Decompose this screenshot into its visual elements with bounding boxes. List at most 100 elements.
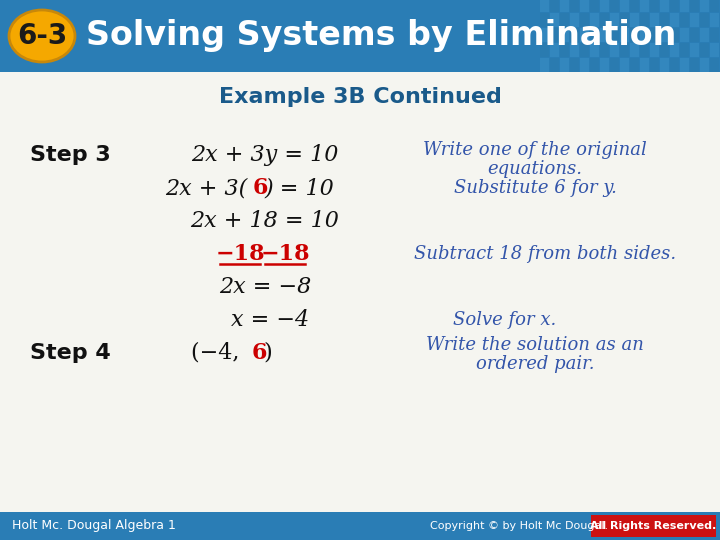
Text: Step 4: Step 4 — [30, 343, 111, 363]
Text: ): ) — [263, 342, 271, 364]
Text: 2x + 3(: 2x + 3( — [165, 177, 247, 199]
Text: −18: −18 — [215, 243, 265, 265]
Bar — [550, 13, 559, 27]
Text: 6: 6 — [252, 342, 268, 364]
Bar — [690, 28, 699, 42]
Bar — [610, 13, 619, 27]
Bar — [680, 28, 689, 42]
Text: Subtract 18 from both sides.: Subtract 18 from both sides. — [414, 245, 676, 263]
Bar — [710, 13, 719, 27]
Bar — [590, 0, 599, 12]
Text: Example 3B Continued: Example 3B Continued — [219, 87, 501, 107]
Text: ordered pair.: ordered pair. — [476, 355, 594, 373]
Bar — [660, 13, 669, 27]
Bar — [540, 28, 549, 42]
Bar — [600, 58, 609, 72]
Bar — [580, 58, 589, 72]
Bar — [690, 58, 699, 72]
Bar — [560, 13, 569, 27]
Bar — [700, 0, 709, 12]
Bar — [580, 13, 589, 27]
Bar — [570, 58, 579, 72]
Text: 6-3: 6-3 — [17, 22, 67, 50]
Bar — [620, 43, 629, 57]
Bar — [630, 28, 639, 42]
Bar — [570, 43, 579, 57]
Bar — [680, 58, 689, 72]
Bar — [540, 43, 549, 57]
Bar — [600, 28, 609, 42]
Bar — [560, 28, 569, 42]
Text: 2x + 18 = 10: 2x + 18 = 10 — [191, 210, 339, 232]
Text: ) = 10: ) = 10 — [264, 177, 334, 199]
Bar — [540, 13, 549, 27]
Text: (−4,: (−4, — [192, 342, 247, 364]
Bar — [650, 0, 659, 12]
Bar — [670, 43, 679, 57]
Bar — [700, 28, 709, 42]
Bar — [620, 58, 629, 72]
Bar — [670, 0, 679, 12]
Bar — [640, 13, 649, 27]
Text: Substitute 6 for y.: Substitute 6 for y. — [454, 179, 616, 197]
Bar — [630, 13, 639, 27]
Bar — [700, 43, 709, 57]
Text: Write one of the original: Write one of the original — [423, 141, 647, 159]
Bar — [690, 13, 699, 27]
Bar — [710, 58, 719, 72]
Bar — [660, 0, 669, 12]
Text: 2x + 3y = 10: 2x + 3y = 10 — [192, 144, 338, 166]
Bar — [680, 0, 689, 12]
Text: Write the solution as an: Write the solution as an — [426, 336, 644, 354]
Bar — [600, 0, 609, 12]
Bar — [700, 58, 709, 72]
Bar — [710, 0, 719, 12]
Text: Copyright © by Holt Mc Dougal.: Copyright © by Holt Mc Dougal. — [430, 521, 608, 531]
Bar — [600, 43, 609, 57]
Bar — [580, 43, 589, 57]
Bar — [600, 13, 609, 27]
Bar — [590, 58, 599, 72]
Bar — [580, 28, 589, 42]
Bar — [560, 43, 569, 57]
Bar — [540, 0, 549, 12]
Bar — [670, 58, 679, 72]
Bar — [590, 28, 599, 42]
Bar — [630, 43, 639, 57]
Bar — [660, 58, 669, 72]
Bar — [570, 28, 579, 42]
Bar — [680, 13, 689, 27]
Bar — [570, 13, 579, 27]
Text: Holt Mc. Dougal Algebra 1: Holt Mc. Dougal Algebra 1 — [12, 519, 176, 532]
Bar — [640, 58, 649, 72]
Bar — [620, 0, 629, 12]
Bar — [620, 13, 629, 27]
Bar — [540, 58, 549, 72]
Bar — [0, 0, 720, 72]
Bar — [700, 13, 709, 27]
Bar — [580, 0, 589, 12]
Bar — [630, 58, 639, 72]
Bar — [690, 43, 699, 57]
Bar — [590, 13, 599, 27]
Bar — [590, 43, 599, 57]
Bar — [550, 28, 559, 42]
Bar — [650, 28, 659, 42]
Text: Step 3: Step 3 — [30, 145, 111, 165]
Text: x = −4: x = −4 — [231, 309, 309, 331]
Bar — [670, 13, 679, 27]
Bar — [650, 43, 659, 57]
Bar — [710, 28, 719, 42]
Bar — [550, 43, 559, 57]
Text: Solving Systems by Elimination: Solving Systems by Elimination — [86, 19, 676, 52]
Bar — [660, 28, 669, 42]
Bar — [610, 0, 619, 12]
Bar — [630, 0, 639, 12]
Ellipse shape — [9, 10, 75, 62]
Text: equations.: equations. — [487, 160, 582, 178]
Bar — [670, 28, 679, 42]
Bar — [640, 0, 649, 12]
Bar — [620, 28, 629, 42]
Bar — [550, 0, 559, 12]
Bar — [550, 58, 559, 72]
